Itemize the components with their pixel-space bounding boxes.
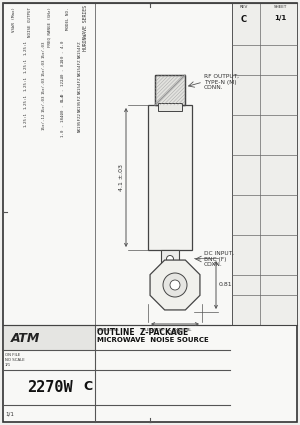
Text: DIMENSIONS: DIMENSIONS: [97, 328, 119, 332]
Bar: [158, 103, 182, 111]
Text: FREQ RANGE (GHz): FREQ RANGE (GHz): [48, 7, 52, 47]
Text: NX154FZ: NX154FZ: [78, 40, 82, 57]
Text: 2270W: 2270W: [27, 380, 73, 394]
Text: 15±/-03: 15±/-03: [42, 76, 46, 94]
Text: MATERIAL: MATERIAL: [175, 328, 192, 332]
Text: NX195FZ2: NX195FZ2: [78, 112, 82, 132]
Text: 1.0 - 12.4: 1.0 - 12.4: [61, 76, 65, 101]
Circle shape: [170, 280, 180, 290]
Text: 15±/-03: 15±/-03: [42, 58, 46, 76]
Bar: [161, 250, 179, 268]
Bar: [165, 268, 175, 273]
Text: NX154FZ: NX154FZ: [78, 58, 82, 76]
Text: 1/1: 1/1: [5, 363, 11, 367]
Text: DC INPUT,
BNC (F)
COXN.: DC INPUT, BNC (F) COXN.: [204, 251, 234, 267]
Text: ATM: ATM: [10, 332, 40, 345]
Text: 4.0 - 0.4: 4.0 - 0.4: [61, 94, 65, 116]
Bar: [155, 75, 185, 105]
Text: 1.25:1: 1.25:1: [24, 58, 28, 73]
Text: C: C: [241, 15, 247, 24]
Text: NX154FZ: NX154FZ: [78, 76, 82, 94]
Text: ON FILE: ON FILE: [5, 353, 20, 357]
Polygon shape: [150, 260, 200, 310]
Circle shape: [163, 273, 187, 297]
Text: VSWR (Max): VSWR (Max): [12, 7, 16, 32]
Text: 1.25:1: 1.25:1: [24, 94, 28, 109]
Text: RF OUTPUT,
TYPE-N (M)
CONN.: RF OUTPUT, TYPE-N (M) CONN.: [204, 74, 239, 90]
Text: TOLERANCES: TOLERANCES: [140, 328, 164, 332]
Text: HURONWAVE SERIES: HURONWAVE SERIES: [83, 5, 88, 51]
Text: 15±/-03: 15±/-03: [42, 94, 46, 111]
Bar: [148, 105, 192, 250]
Text: 0.94: 0.94: [168, 330, 182, 335]
Text: 1/1: 1/1: [5, 411, 14, 416]
Text: 1.25:1: 1.25:1: [24, 40, 28, 55]
Text: 15±/-03: 15±/-03: [42, 40, 46, 57]
Bar: [232, 3, 297, 325]
Bar: [155, 75, 185, 105]
Text: NO SCALE: NO SCALE: [5, 358, 25, 362]
Bar: [3, 325, 95, 350]
Text: 4.1 ±.03: 4.1 ±.03: [119, 164, 124, 191]
Text: NX195FZ: NX195FZ: [78, 94, 82, 111]
Circle shape: [167, 255, 173, 263]
Text: 2.0 - 8.0: 2.0 - 8.0: [61, 58, 65, 80]
Text: MICROWAVE  NOISE SOURCE: MICROWAVE NOISE SOURCE: [97, 337, 209, 343]
Text: OUTLINE  Z-PACKAGE: OUTLINE Z-PACKAGE: [97, 328, 188, 337]
Text: 15±/-12: 15±/-12: [42, 112, 46, 130]
Text: 1.25:1: 1.25:1: [24, 112, 28, 127]
Text: 1.25:1: 1.25:1: [24, 76, 28, 91]
Text: 1.0 - 18.0: 1.0 - 18.0: [61, 112, 65, 137]
Text: 1/1: 1/1: [274, 15, 286, 21]
Text: REV: REV: [240, 5, 248, 9]
Text: 0.81: 0.81: [219, 283, 232, 287]
Text: SHEET: SHEET: [273, 5, 287, 9]
Text: C: C: [83, 380, 93, 394]
Text: 1.0 - 4.0: 1.0 - 4.0: [61, 40, 65, 62]
Text: NOISE OUTPUT: NOISE OUTPUT: [28, 7, 32, 37]
Text: MODEL NO.: MODEL NO.: [66, 7, 70, 29]
